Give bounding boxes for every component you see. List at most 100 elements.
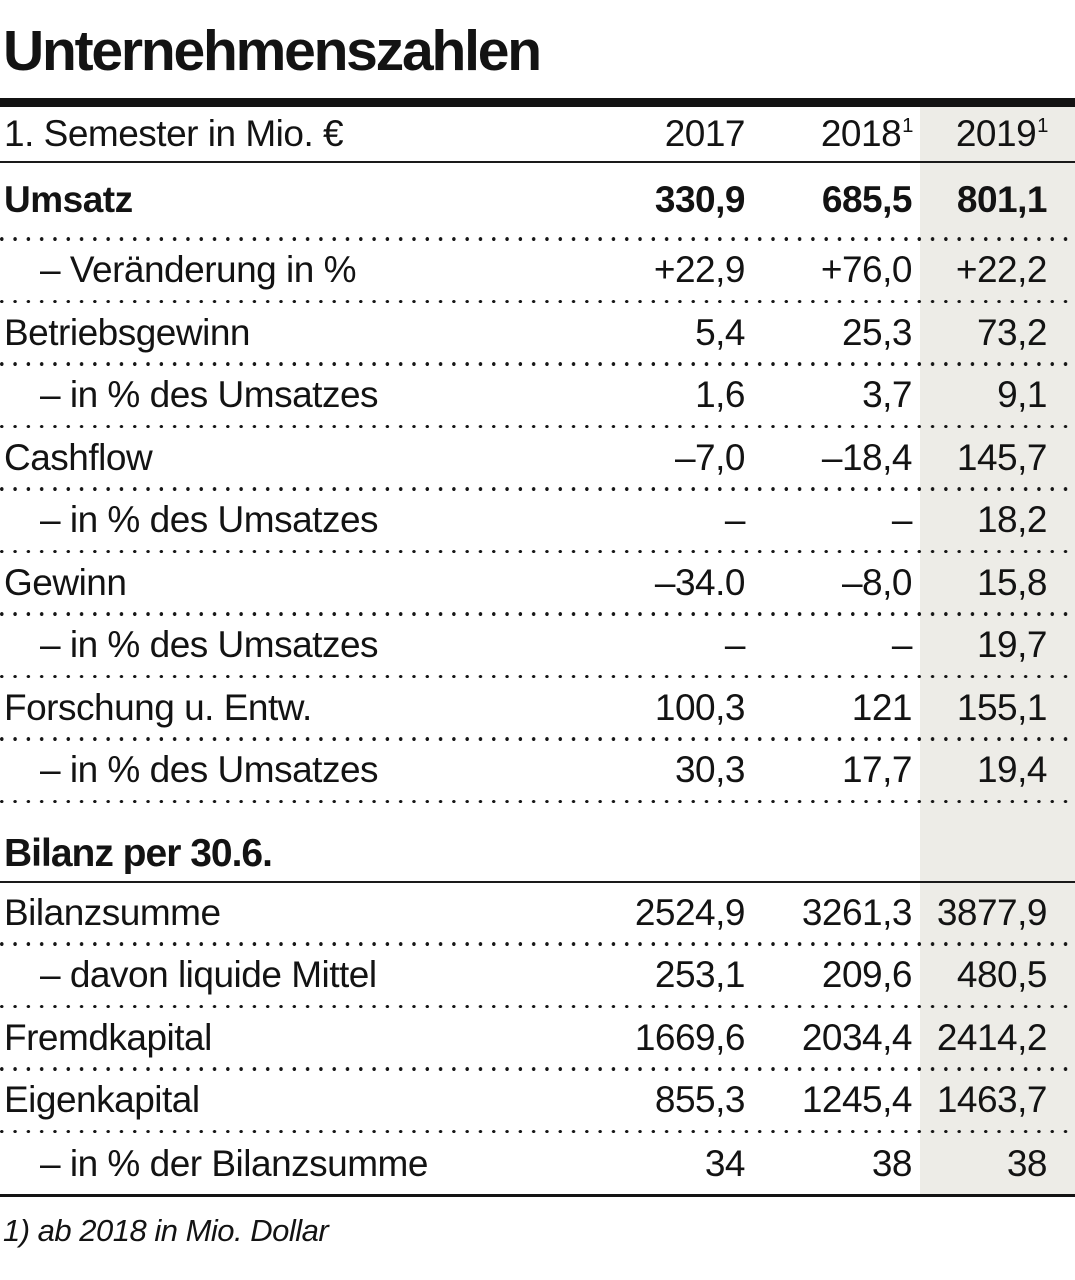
row-label: – in % des Umsatzes: [40, 749, 379, 790]
value-2019: 38: [1006, 1142, 1048, 1184]
dotted-separator: [0, 942, 1075, 946]
dotted-separator: [0, 362, 1075, 366]
value-2019: 9,1: [997, 374, 1047, 415]
value-2017: –34.0: [654, 561, 746, 603]
row-label: Gewinn: [4, 561, 127, 603]
dotted-separator: [0, 799, 1075, 803]
value-2018: 209,6: [821, 954, 913, 995]
table-row: – in % des Umsatzes 1,6 3,7 9,1: [0, 366, 1075, 425]
dotted-separator: [0, 424, 1075, 428]
value-2017: 100,3: [654, 686, 746, 728]
section-label: Bilanz per 30.6.: [4, 832, 273, 875]
value-2018: 121: [851, 686, 913, 728]
value-2017: 330,9: [654, 179, 746, 220]
dotted-separator: [0, 299, 1075, 303]
section-header-bilanz: Bilanz per 30.6.: [0, 803, 1075, 883]
table-row: Umsatz 330,9 685,5 801,1: [0, 163, 1075, 237]
value-2019: 1463,7: [936, 1079, 1048, 1120]
table-row: – Veränderung in % +22,9 +76,0 +22,2: [0, 241, 1075, 300]
value-2018: 3261,3: [801, 891, 913, 933]
value-2018: –18,4: [821, 436, 913, 478]
value-2019: 18,2: [976, 499, 1048, 540]
row-label: Forschung u. Entw.: [4, 686, 312, 728]
row-label: Cashflow: [4, 436, 153, 478]
value-2019: 801,1: [956, 179, 1048, 220]
row-label: Bilanzsumme: [4, 891, 221, 933]
value-2018: –8,0: [841, 561, 913, 603]
table-row: Eigenkapital 855,3 1245,4 1463,7: [0, 1071, 1075, 1130]
value-2017: –: [724, 624, 746, 665]
row-label: Eigenkapital: [4, 1079, 200, 1120]
dotted-separator: [0, 487, 1075, 491]
value-2018: –: [891, 624, 913, 665]
table-row: Fremdkapital 1669,6 2034,4 2414,2: [0, 1008, 1075, 1067]
value-2019: 19,4: [976, 749, 1048, 790]
value-2018: 1245,4: [801, 1079, 913, 1120]
table-row: – in % der Bilanzsumme 34 38 38: [0, 1133, 1075, 1194]
value-2017: 1,6: [695, 374, 745, 415]
value-2018: 38: [871, 1142, 913, 1184]
table-row: Cashflow –7,0 –18,4 145,7: [0, 428, 1075, 487]
dotted-separator: [0, 674, 1075, 678]
value-2017: 5,4: [695, 311, 745, 353]
row-label: Fremdkapital: [4, 1016, 212, 1058]
row-label: – in % der Bilanzsumme: [40, 1142, 428, 1184]
value-2019: 19,7: [976, 624, 1048, 665]
value-2018: –: [891, 499, 913, 540]
table-row: Betriebsgewinn 5,4 25,3 73,2: [0, 303, 1075, 362]
figures-table: 1. Semester in Mio. € 2017 20181 20191 U…: [0, 98, 1075, 1197]
value-2017: 30,3: [674, 749, 746, 790]
value-2017: 1669,6: [634, 1016, 746, 1058]
table-row: – in % des Umsatzes – – 18,2: [0, 491, 1075, 550]
value-2019: 480,5: [956, 954, 1048, 995]
value-2019: 3877,9: [936, 891, 1048, 933]
value-2019: 2414,2: [936, 1016, 1048, 1058]
dotted-separator: [0, 237, 1075, 241]
dotted-separator: [0, 1067, 1075, 1071]
row-label: – in % des Umsatzes: [40, 499, 379, 540]
column-header-2019: 20191: [955, 113, 1049, 154]
unit-header: 1. Semester in Mio. €: [4, 113, 344, 154]
value-2018: +76,0: [820, 249, 913, 290]
value-2019: 15,8: [976, 561, 1048, 603]
column-header-2018: 20181: [820, 113, 914, 154]
value-2019: 145,7: [956, 436, 1048, 478]
column-header-2017: 2017: [664, 113, 746, 154]
value-2019: +22,2: [955, 249, 1048, 290]
value-2018: 685,5: [821, 179, 913, 220]
value-2017: 855,3: [654, 1079, 746, 1120]
table-row: Bilanzsumme 2524,9 3261,3 3877,9: [0, 883, 1075, 942]
value-2017: –: [724, 499, 746, 540]
table-header-row: 1. Semester in Mio. € 2017 20181 20191: [0, 107, 1075, 163]
dotted-separator: [0, 549, 1075, 553]
value-2018: 17,7: [841, 749, 913, 790]
table-row: – in % des Umsatzes 30,3 17,7 19,4: [0, 741, 1075, 800]
value-2019: 155,1: [956, 686, 1048, 728]
dotted-separator: [0, 1004, 1075, 1008]
dotted-separator: [0, 737, 1075, 741]
table-row: – davon liquide Mittel 253,1 209,6 480,5: [0, 946, 1075, 1005]
highlight-column-2019-band: [920, 107, 1075, 1194]
value-2017: 253,1: [654, 954, 746, 995]
value-2017: 34: [704, 1142, 746, 1184]
row-label: – davon liquide Mittel: [40, 954, 377, 995]
dotted-separator: [0, 1129, 1075, 1133]
row-label: – Veränderung in %: [40, 249, 357, 290]
row-label: – in % des Umsatzes: [40, 624, 379, 665]
row-label: Betriebsgewinn: [4, 311, 250, 353]
table-row: Forschung u. Entw. 100,3 121 155,1: [0, 678, 1075, 737]
table-row: – in % des Umsatzes – – 19,7: [0, 616, 1075, 675]
row-label: Umsatz: [4, 179, 133, 220]
dotted-separator: [0, 612, 1075, 616]
footnote-marker: 1: [1037, 114, 1048, 137]
value-2019: 73,2: [976, 311, 1048, 353]
value-2018: 2034,4: [801, 1016, 913, 1058]
value-2018: 3,7: [862, 374, 912, 415]
footnote: 1) ab 2018 in Mio. Dollar: [3, 1213, 329, 1248]
value-2017: –7,0: [674, 436, 746, 478]
table-row: Gewinn –34.0 –8,0 15,8: [0, 553, 1075, 612]
row-label: – in % des Umsatzes: [40, 374, 379, 415]
footnote-marker: 1: [902, 114, 913, 137]
value-2017: +22,9: [653, 249, 746, 290]
